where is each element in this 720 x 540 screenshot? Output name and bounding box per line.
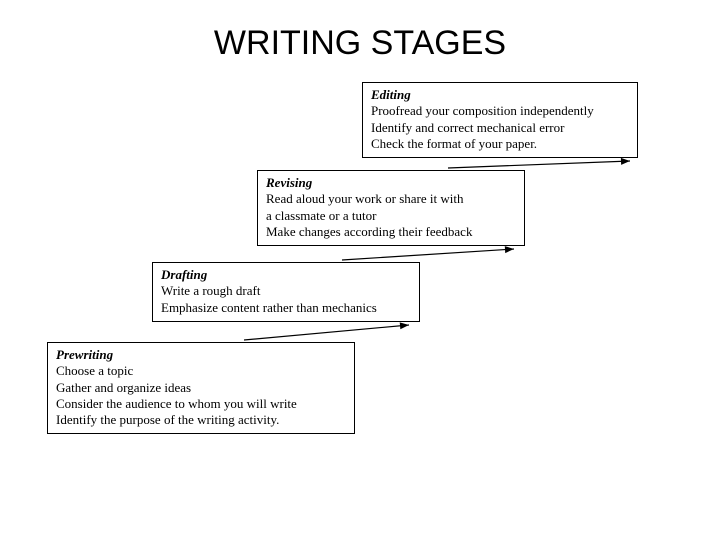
stage-title-revising: Revising (266, 175, 516, 191)
stage-line-editing-0: Proofread your composition independently (371, 103, 629, 119)
stage-line-editing-1: Identify and correct mechanical error (371, 120, 629, 136)
stage-box-revising: RevisingRead aloud your work or share it… (257, 170, 525, 246)
diagram-canvas: WRITING STAGES PrewritingChoose a topicG… (0, 0, 720, 540)
stage-box-editing: EditingProofread your composition indepe… (362, 82, 638, 158)
stage-box-prewriting: PrewritingChoose a topicGather and organ… (47, 342, 355, 434)
stage-line-drafting-0: Write a rough draft (161, 283, 411, 299)
stage-line-drafting-1: Emphasize content rather than mechanics (161, 300, 411, 316)
arrow-drafting-to-revising (342, 246, 514, 260)
stage-title-drafting: Drafting (161, 267, 411, 283)
arrow-prewriting-to-drafting (244, 322, 409, 340)
title-text: WRITING STAGES (214, 24, 506, 62)
stage-line-prewriting-1: Gather and organize ideas (56, 380, 346, 396)
stage-line-prewriting-3: Identify the purpose of the writing acti… (56, 412, 346, 428)
stage-line-prewriting-2: Consider the audience to whom you will w… (56, 396, 346, 412)
stage-title-editing: Editing (371, 87, 629, 103)
stage-line-revising-1: a classmate or a tutor (266, 208, 516, 224)
arrow-revising-to-editing (448, 158, 630, 168)
stage-line-prewriting-0: Choose a topic (56, 363, 346, 379)
stage-line-revising-0: Read aloud your work or share it with (266, 191, 516, 207)
stage-box-drafting: DraftingWrite a rough draftEmphasize con… (152, 262, 420, 322)
stage-title-prewriting: Prewriting (56, 347, 346, 363)
stage-line-editing-2: Check the format of your paper. (371, 136, 629, 152)
page-title: WRITING STAGES (0, 24, 720, 63)
stage-line-revising-2: Make changes according their feedback (266, 224, 516, 240)
